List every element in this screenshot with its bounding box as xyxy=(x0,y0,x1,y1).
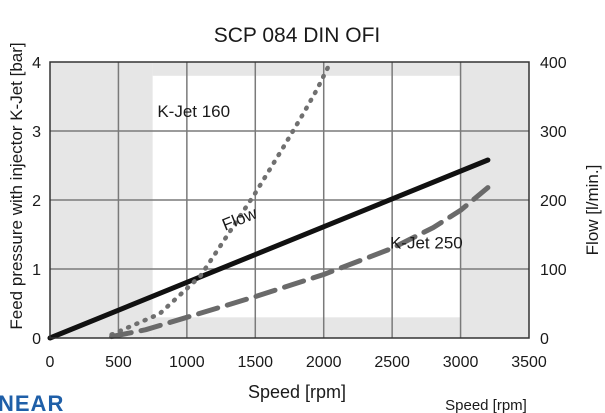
y-left-tick-label-4: 4 xyxy=(32,55,41,72)
brand-logo: NEAR xyxy=(0,394,80,413)
x-tick-label-3: 1500 xyxy=(237,354,273,371)
chart-title: SCP 084 DIN OFI xyxy=(214,24,381,47)
y-left-tick-labels: 0 1 2 3 4 xyxy=(32,55,41,348)
plot-frame xyxy=(49,61,530,339)
annotations: K-Jet 160 Flow K-Jet 250 xyxy=(157,102,462,252)
x-tick-label-4: 2000 xyxy=(306,354,342,371)
y-left-tick-label-3: 3 xyxy=(32,124,41,141)
y-left-tick-label-0: 0 xyxy=(32,331,41,348)
y-right-tick-label-0: 0 xyxy=(540,331,549,348)
y-right-tick-label-4: 400 xyxy=(540,55,567,72)
series-line-k-jet-160 xyxy=(109,59,333,337)
x-tick-label-5: 2500 xyxy=(374,354,410,371)
annotation-k-jet-160: K-Jet 160 xyxy=(157,102,230,121)
series-line-k-jet-250 xyxy=(109,185,491,340)
series xyxy=(47,59,491,341)
y-right-tick-label-2: 200 xyxy=(540,193,567,210)
annotation-k-jet-250: K-Jet 250 xyxy=(390,233,463,252)
x-tick-label-0: 0 xyxy=(46,354,55,371)
annotation-flow: Flow xyxy=(219,203,260,234)
x-axis-label: Speed [rpm] xyxy=(248,382,346,402)
series-line-flow xyxy=(47,157,491,341)
x-tick-label-7: 3500 xyxy=(511,354,547,371)
x-tick-labels: 0 500 1000 1500 2000 2500 3000 3500 xyxy=(46,354,547,371)
x-tick-label-1: 500 xyxy=(105,354,132,371)
x-tick-label-6: 3000 xyxy=(443,354,479,371)
y-right-tick-label-1: 100 xyxy=(540,262,567,279)
y-left-axis-label: Feed pressure with injector K-Jet [bar] xyxy=(7,42,26,329)
x-tick-label-2: 1000 xyxy=(169,354,205,371)
y-right-tick-labels: 0 100 200 300 400 xyxy=(540,55,567,348)
y-right-axis-label: Flow [l/min.] xyxy=(583,165,602,256)
y-left-tick-label-2: 2 xyxy=(32,193,41,210)
brand-logo-text: NEAR xyxy=(0,394,65,413)
y-left-tick-label-1: 1 xyxy=(32,262,41,279)
y-right-tick-label-3: 300 xyxy=(540,124,567,141)
shaded-region-2 xyxy=(152,62,461,76)
x-axis-label-secondary: Speed [rpm] xyxy=(445,397,527,413)
shaded-region-3 xyxy=(152,317,461,338)
